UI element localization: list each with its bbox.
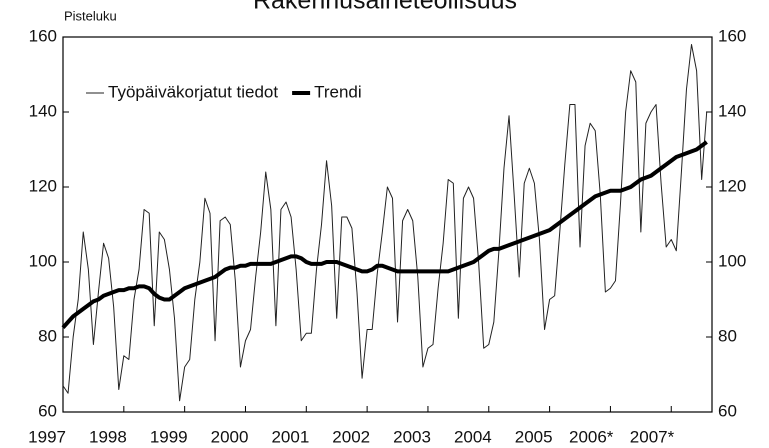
y-tick-label: 140 bbox=[29, 101, 57, 120]
x-tick-label: 2002 bbox=[332, 427, 370, 446]
y2-tick-label: 80 bbox=[718, 326, 737, 345]
x-tick-label: 1998 bbox=[89, 427, 127, 446]
y2-tick-label: 60 bbox=[718, 401, 737, 420]
legend-label: Trendi bbox=[314, 82, 362, 101]
chart-title: Rakennusaineteollisuus bbox=[253, 0, 517, 15]
legend-label: Työpäiväkorjatut tiedot bbox=[108, 82, 278, 101]
x-tick-label: 2007* bbox=[630, 427, 675, 446]
x-tick-label: 2001 bbox=[271, 427, 309, 446]
y-tick-label: 80 bbox=[38, 326, 57, 345]
x-tick-label: 2005 bbox=[515, 427, 553, 446]
x-tick-label: 2006* bbox=[569, 427, 614, 446]
x-tick-label: 1999 bbox=[150, 427, 188, 446]
x-tick-label: 1997 bbox=[28, 427, 66, 446]
y-tick-label: 100 bbox=[29, 251, 57, 270]
y-axis-label: Pisteluku bbox=[64, 8, 117, 23]
plot-frame bbox=[62, 36, 713, 413]
y2-tick-label: 140 bbox=[718, 101, 746, 120]
x-tick-label: 2003 bbox=[393, 427, 431, 446]
y2-tick-label: 100 bbox=[718, 251, 746, 270]
y2-tick-label: 120 bbox=[718, 176, 746, 195]
x-tick-label: 2004 bbox=[454, 427, 492, 446]
series-line bbox=[62, 44, 708, 402]
y-tick-label: 120 bbox=[29, 176, 57, 195]
series-line bbox=[61, 140, 708, 329]
y-tick-label: 60 bbox=[38, 401, 57, 420]
y-tick-label: 160 bbox=[29, 26, 57, 45]
y2-tick-label: 160 bbox=[718, 26, 746, 45]
x-tick-label: 2000 bbox=[211, 427, 249, 446]
